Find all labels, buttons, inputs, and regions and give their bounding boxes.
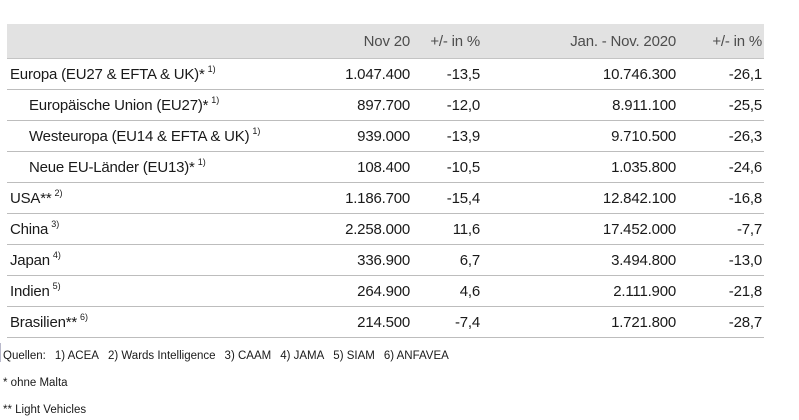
cell-ytd-value: 3.494.800 [611,251,676,269]
cell-ytd-pct: -16,8 [728,189,762,207]
row-label: Indien 5) [7,281,292,300]
cell-month-pct: -13,9 [446,127,480,145]
cell-ytd-value: 17.452.000 [602,220,676,238]
row-label: USA** 2) [7,188,292,207]
table-row-europaeische-union: Europäische Union (EU27)* 1) 897.700 -12,… [7,90,764,121]
footnotes: Quellen: 1) ACEA 2) Wards Intelligence 3… [3,342,458,420]
cell-ytd-value: 9.710.500 [611,127,676,145]
cell-ytd-pct: -21,8 [728,282,762,300]
cell-ytd-value: 2.111.900 [613,282,676,300]
table-row-indien: Indien 5) 264.900 4,6 2.111.900 -21,8 [7,276,764,307]
source-item: 1) ACEA [54,349,99,362]
header-month-pct-column: +/- in % [430,32,480,50]
cell-month-value: 108.400 [357,158,410,176]
region-name: Brasilien** [10,314,77,331]
table-header-row: Nov 20 +/- in % Jan. - Nov. 2020 +/- in … [7,24,764,59]
region-name: Japan [10,252,50,269]
row-label: China 3) [7,219,292,238]
header-ytd-column: Jan. - Nov. 2020 [570,32,676,50]
cell-ytd-value: 1.035.800 [611,158,676,176]
region-name: Europa (EU27 & EFTA & UK)* [10,66,205,83]
row-label: Brasilien** 6) [7,312,292,331]
cell-month-value: 897.700 [357,96,410,114]
source-item: 4) JAMA [280,349,325,362]
row-label: Europäische Union (EU27)* 1) [7,95,292,114]
sources-label: Quellen: [3,349,46,362]
source-item: 5) SIAM [333,349,375,362]
cell-ytd-pct: -13,0 [728,251,762,269]
cell-month-pct: -7,4 [454,313,480,331]
note-ohne-malta: * ohne Malta [3,376,68,389]
footnote-ref: 1) [211,95,220,105]
source-item: 6) ANFAVEA [383,349,449,362]
cell-month-pct: 11,6 [452,220,480,238]
table-row-brasilien: Brasilien** 6) 214.500 -7,4 1.721.800 -28… [7,307,764,338]
cell-ytd-pct: -26,3 [728,127,762,145]
row-label: Japan 4) [7,250,292,269]
footnote-ref: 1) [252,126,261,136]
footnote-ref: 5) [52,281,61,291]
header-month-column: Nov 20 [363,32,411,50]
footnote-ref: 1) [197,157,206,167]
header-ytd-pct-column: +/- in % [712,32,762,50]
cell-ytd-value: 10.746.300 [602,65,676,83]
cell-ytd-pct: -24,6 [728,158,762,176]
footnote-ref: 3) [51,219,60,229]
cell-month-pct: -12,0 [446,96,480,114]
text-cursor [0,343,1,362]
cell-ytd-pct: -25,5 [728,96,762,114]
table-row-neue-eu-laender: Neue EU-Länder (EU13)* 1) 108.400 -10,5 1… [7,152,764,183]
row-label: Neue EU-Länder (EU13)* 1) [7,157,292,176]
cell-ytd-pct: -26,1 [728,65,762,83]
footnote-ref: 6) [80,312,89,322]
table-row-europa: Europa (EU27 & EFTA & UK)* 1) 1.047.400 -… [7,59,764,90]
row-label: Westeuropa (EU14 & EFTA & UK) 1) [7,126,292,145]
region-name: USA** [10,190,52,207]
cell-month-pct: 4,6 [459,282,480,300]
note-light-vehicles: ** Light Vehicles [3,403,87,416]
cell-month-value: 214.500 [357,313,410,331]
table-row-china: China 3) 2.258.000 11,6 17.452.000 -7,7 [7,214,764,245]
cell-month-pct: 6,7 [459,251,480,269]
footnote-ref: 1) [207,64,216,74]
row-label: Europa (EU27 & EFTA & UK)* 1) [7,64,292,83]
region-name: Europäische Union (EU27)* [29,97,209,114]
sources-line: Quellen: 1) ACEA 2) Wards Intelligence 3… [3,342,458,369]
cell-month-pct: -10,5 [446,158,480,176]
source-item: 2) Wards Intelligence [107,349,216,362]
cell-month-pct: -13,5 [446,65,480,83]
footnote-ref: 2) [54,188,63,198]
cell-ytd-value: 1.721.800 [611,313,676,331]
source-item: 3) CAAM [224,349,272,362]
registrations-table: Nov 20 +/- in % Jan. - Nov. 2020 +/- in … [7,24,764,338]
cell-month-pct: -15,4 [446,189,480,207]
cell-month-value: 2.258.000 [345,220,410,238]
cell-ytd-pct: -28,7 [728,313,762,331]
cell-ytd-value: 8.911.100 [612,96,676,114]
footnote-ref: 4) [52,250,61,260]
region-name: Indien [10,283,50,300]
table-row-westeuropa: Westeuropa (EU14 & EFTA & UK) 1) 939.000 … [7,121,764,152]
cell-ytd-value: 12.842.100 [602,189,676,207]
cell-month-value: 1.186.700 [345,189,410,207]
cell-month-value: 939.000 [357,127,410,145]
region-name: Westeuropa (EU14 & EFTA & UK) [29,128,250,145]
cell-month-value: 264.900 [357,282,410,300]
region-name: China [10,221,49,238]
cell-month-value: 1.047.400 [345,65,410,83]
region-name: Neue EU-Länder (EU13)* [29,159,195,176]
table-row-japan: Japan 4) 336.900 6,7 3.494.800 -13,0 [7,245,764,276]
cell-ytd-pct: -7,7 [736,220,762,238]
cell-month-value: 336.900 [357,251,410,269]
table-row-usa: USA** 2) 1.186.700 -15,4 12.842.100 -16,8 [7,183,764,214]
